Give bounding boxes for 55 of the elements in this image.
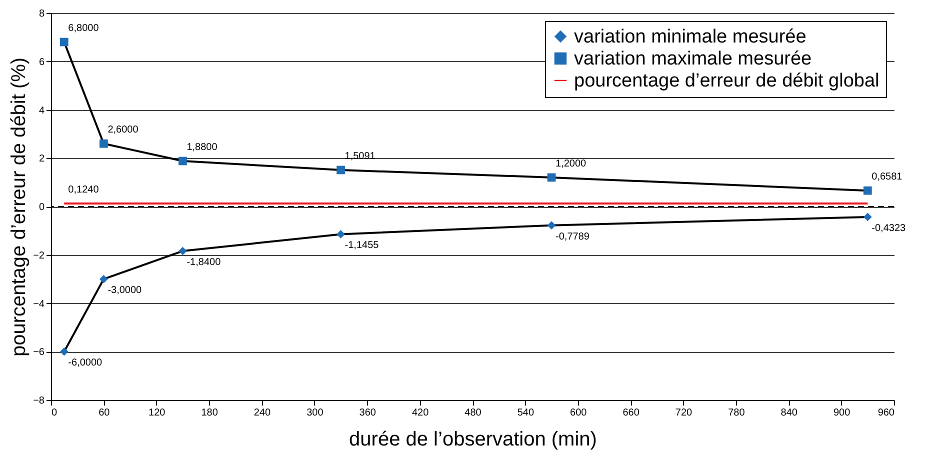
- y-tick-label: 0: [38, 202, 45, 213]
- x-tick-label: 60: [98, 408, 110, 418]
- point: [178, 246, 187, 256]
- x-tick-label: 540: [517, 408, 534, 418]
- x-tick-label: 120: [148, 408, 166, 418]
- data-label: -0,4323: [872, 222, 906, 234]
- y-tick-label: 8: [38, 8, 45, 20]
- point: [60, 38, 68, 46]
- legend-label: variation maximale mesurée: [574, 48, 812, 70]
- x-tick-label: 300: [306, 408, 324, 418]
- y-tick-label: 6: [38, 56, 45, 68]
- point: [336, 166, 345, 174]
- x-tick-label: 180: [201, 408, 218, 418]
- x-tick-label: 900: [833, 408, 851, 418]
- data-label: -6,0000: [68, 358, 103, 369]
- legend-label: variation minimale mesurée: [574, 26, 806, 48]
- x-axis-title: durée de l’observation (min): [349, 428, 597, 450]
- point: [863, 212, 872, 222]
- legend-label: pourcentage d’erreur de débit global: [574, 70, 880, 92]
- x-tick-label: 360: [359, 408, 376, 418]
- data-label: -3,0000: [108, 285, 142, 296]
- x-tick-label: 420: [412, 408, 430, 418]
- data-label: 1,8800: [186, 142, 218, 154]
- data-label: 0,1240: [68, 184, 100, 196]
- data-label: 6,8000: [68, 23, 100, 34]
- x-tick-label: 720: [675, 408, 693, 418]
- x-tick-label: 780: [728, 408, 746, 418]
- x-tick-label: 660: [622, 408, 640, 418]
- x-tick-label: 480: [464, 408, 482, 418]
- point: [547, 221, 556, 230]
- y-tick-label: −8: [33, 396, 45, 406]
- point: [178, 156, 187, 166]
- data-label: 1,2000: [556, 158, 587, 170]
- y-tick-label: −6: [33, 347, 45, 358]
- data-label: 2,6000: [108, 124, 139, 136]
- y-tick-label: 4: [38, 105, 45, 116]
- y-tick-label: −2: [33, 250, 45, 262]
- data-label: -1,8400: [186, 257, 222, 268]
- x-tick-label: 840: [780, 408, 798, 418]
- x-tick-label: 600: [570, 408, 588, 418]
- data-label: -1,1455: [344, 240, 380, 252]
- y-axis-title: pourcentage d’erreur de débit (%): [8, 57, 30, 357]
- y-tick-label: −4: [33, 298, 45, 310]
- point: [336, 230, 345, 238]
- data-label: 0,6581: [872, 172, 903, 183]
- point: [547, 173, 556, 182]
- x-tick-label: 960: [878, 408, 895, 418]
- data-label: -0,7789: [556, 231, 590, 242]
- y-tick-label: 2: [38, 154, 45, 165]
- point: [60, 347, 68, 356]
- point: [863, 186, 872, 195]
- x-tick-label: 240: [254, 408, 272, 418]
- x-tick-label: 0: [52, 408, 58, 418]
- point: [100, 274, 108, 284]
- point: [100, 139, 108, 148]
